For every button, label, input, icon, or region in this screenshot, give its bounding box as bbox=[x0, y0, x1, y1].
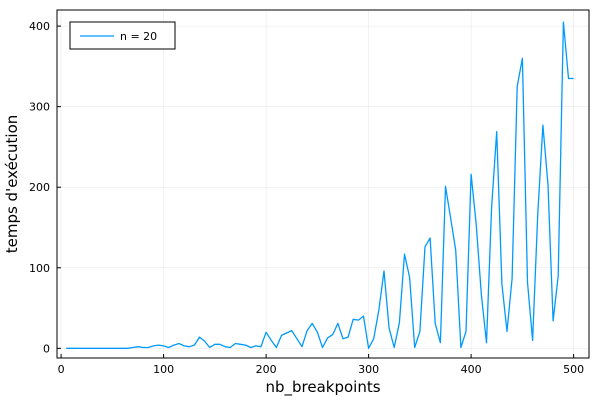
x-tick-label: 300 bbox=[358, 363, 379, 376]
y-tick-label: 0 bbox=[43, 342, 50, 355]
ticks: 0 100 200 300 400 500 0 100 200 300 400 bbox=[29, 20, 584, 376]
y-tick-label: 300 bbox=[29, 101, 50, 114]
x-tick-label: 0 bbox=[58, 363, 65, 376]
legend: n = 20 bbox=[69, 21, 176, 50]
x-tick-label: 100 bbox=[153, 363, 174, 376]
series-layer bbox=[66, 21, 574, 349]
series-line bbox=[66, 21, 574, 349]
y-tick-label: 400 bbox=[29, 20, 50, 33]
x-tick-label: 500 bbox=[563, 363, 584, 376]
y-tick-label: 100 bbox=[29, 262, 50, 275]
plot-frame bbox=[56, 9, 590, 359]
x-axis-label: nb_breakpoints bbox=[265, 378, 380, 397]
y-axis-label: temps d'exécution bbox=[3, 115, 21, 254]
x-tick-label: 400 bbox=[461, 363, 482, 376]
y-tick-label: 200 bbox=[29, 181, 50, 194]
legend-series-label: n = 20 bbox=[120, 30, 157, 43]
x-tick-label: 200 bbox=[256, 363, 277, 376]
